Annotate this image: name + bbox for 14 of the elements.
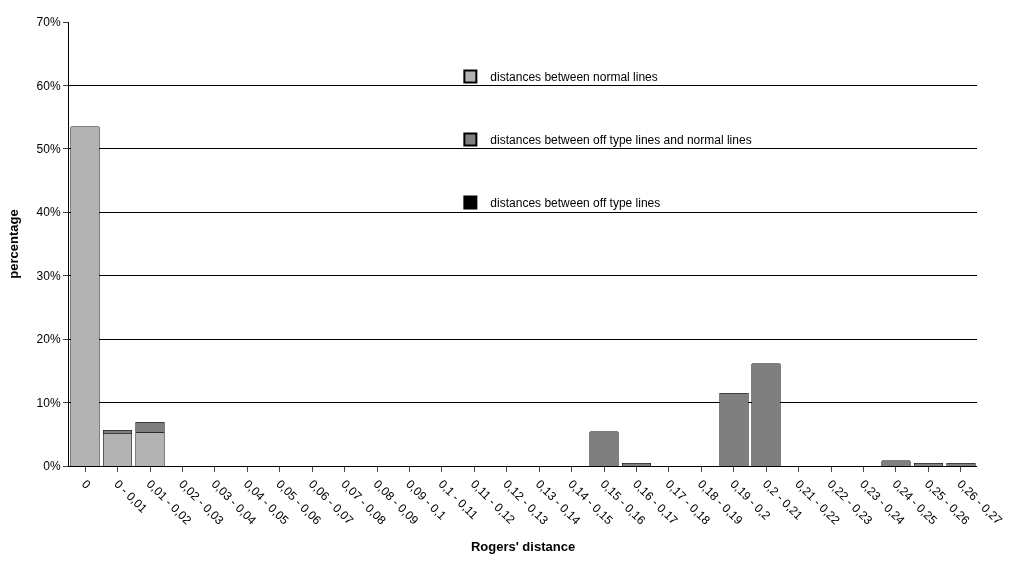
y-tick-label: 40% [36, 205, 61, 220]
y-axis-title: percentage [5, 209, 21, 279]
y-tick-label: 60% [36, 78, 61, 93]
y-tick-label: 20% [36, 332, 61, 347]
legend-label: distances between off type lines [490, 196, 661, 211]
legend-label: distances between normal lines [490, 70, 658, 85]
y-tick-label: 10% [36, 395, 61, 410]
x-tick-label: 0 [78, 476, 94, 492]
y-tick-label: 70% [36, 15, 61, 30]
x-axis-title: Rogers' distance [470, 539, 576, 555]
y-tick-label: 0% [43, 459, 61, 474]
legend-label: distances between off type lines and normal lines [490, 133, 752, 148]
y-tick-label: 50% [36, 142, 61, 157]
y-tick-label: 30% [36, 268, 61, 283]
